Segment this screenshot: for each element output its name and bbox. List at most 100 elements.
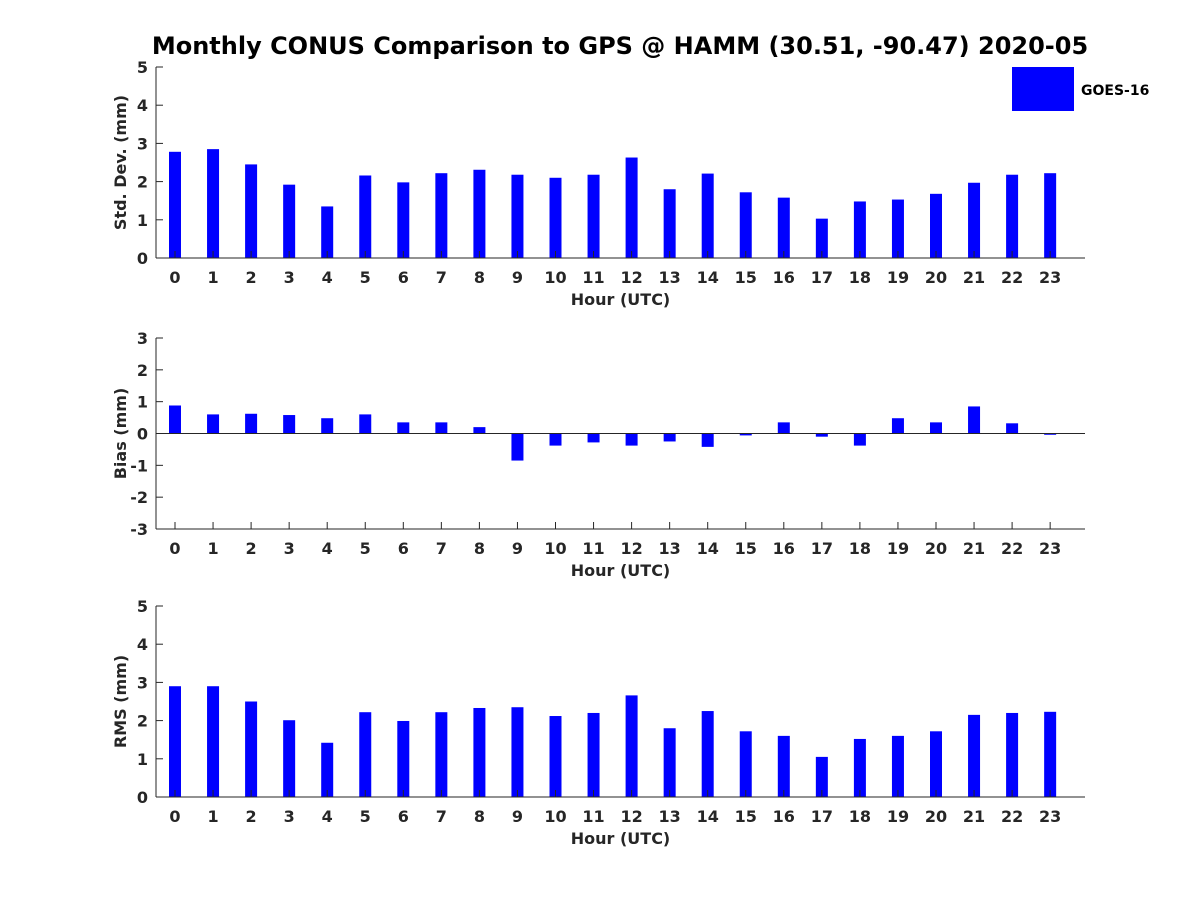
bias-ytick-label: 2 (137, 361, 148, 380)
rms-bar-7 (435, 712, 448, 797)
std-dev-bar-11 (587, 174, 600, 258)
bias-xtick-label: 7 (436, 539, 447, 558)
std-dev-bar-1 (207, 149, 220, 258)
bias-xtick-label: 17 (811, 539, 833, 558)
bias-xtick-label: 6 (398, 539, 409, 558)
rms-xtick-label: 11 (582, 807, 604, 826)
bias-xtick-label: 9 (512, 539, 523, 558)
std-dev-xtick-label: 2 (246, 268, 257, 287)
std-dev-xtick-label: 10 (544, 268, 566, 287)
bias-xtick-label: 10 (544, 539, 566, 558)
std-dev-bar-16 (777, 197, 790, 258)
std-dev-ytick-label: 5 (137, 58, 148, 77)
std-dev-xtick-label: 19 (887, 268, 909, 287)
std-dev-ytick-label: 1 (137, 211, 148, 230)
rms-bar-22 (1006, 712, 1019, 797)
std-dev-xtick-label: 20 (925, 268, 947, 287)
std-dev-xtick-label: 8 (474, 268, 485, 287)
std-dev-xtick-label: 15 (735, 268, 757, 287)
bias-xtick-label: 18 (849, 539, 871, 558)
std-dev-bar-18 (853, 201, 866, 258)
rms-xtick-label: 23 (1039, 807, 1061, 826)
std-dev-bar-6 (397, 182, 410, 258)
std-dev-bar-0 (169, 151, 181, 258)
legend-swatch (1012, 67, 1074, 111)
bias-xtick-label: 21 (963, 539, 985, 558)
bias-xtick-label: 1 (207, 539, 218, 558)
rms-xtick-label: 20 (925, 807, 947, 826)
rms-xtick-label: 5 (360, 807, 371, 826)
std-dev-xtick-label: 16 (773, 268, 795, 287)
rms-bar-3 (283, 720, 296, 797)
rms-bar-8 (473, 707, 486, 797)
std-dev-xtick-label: 3 (284, 268, 295, 287)
rms-xtick-label: 3 (284, 807, 295, 826)
std-dev-bar-8 (473, 169, 486, 258)
rms-xtick-label: 1 (207, 807, 218, 826)
rms-bar-9 (511, 707, 524, 797)
std-dev-xtick-label: 9 (512, 268, 523, 287)
rms-bar-1 (207, 686, 220, 797)
std-dev-xtick-label: 0 (169, 268, 180, 287)
std-dev-bar-13 (663, 189, 676, 258)
std-dev-xtick-label: 7 (436, 268, 447, 287)
rms-bar-12 (625, 695, 638, 797)
std-dev-xtick-label: 17 (811, 268, 833, 287)
bias-bar-15 (739, 433, 752, 436)
bias-bar-10 (549, 433, 562, 446)
bias-xtick-label: 3 (284, 539, 295, 558)
std-dev-xlabel: Hour (UTC) (571, 290, 671, 309)
rms-ytick-label: 3 (137, 673, 148, 692)
rms-ytick-label: 4 (137, 635, 148, 654)
bias-xtick-label: 23 (1039, 539, 1061, 558)
bias-bar-20 (930, 422, 942, 434)
rms-xtick-label: 17 (811, 807, 833, 826)
std-dev-xtick-label: 4 (322, 268, 333, 287)
bias-bar-0 (169, 405, 181, 434)
std-dev-bar-14 (701, 173, 714, 258)
bias-bar-14 (701, 433, 714, 447)
bias-bar-11 (587, 433, 600, 443)
rms-bar-6 (397, 720, 410, 797)
std-dev-ytick-label: 2 (137, 173, 148, 192)
bias-xtick-label: 4 (322, 539, 333, 558)
bias-ytick-label: -3 (130, 520, 148, 539)
bias-bar-6 (397, 422, 410, 434)
std-dev-xtick-label: 1 (207, 268, 218, 287)
bias-ytick-label: 0 (137, 425, 148, 444)
std-dev-bar-2 (245, 164, 258, 258)
bias-xtick-label: 5 (360, 539, 371, 558)
bias-xtick-label: 12 (620, 539, 642, 558)
rms-xtick-label: 0 (169, 807, 180, 826)
bias-xtick-label: 20 (925, 539, 947, 558)
bias-bar-1 (207, 414, 220, 434)
rms-bar-2 (245, 701, 258, 797)
rms-bar-11 (587, 712, 600, 797)
legend: GOES-16 (1012, 67, 1149, 111)
std-dev-ytick-label: 0 (137, 249, 148, 268)
bias-xlabel: Hour (UTC) (571, 561, 671, 580)
rms-xtick-label: 4 (322, 807, 333, 826)
rms-bar-13 (663, 728, 676, 797)
rms-xtick-label: 19 (887, 807, 909, 826)
std-dev-bar-9 (511, 174, 524, 258)
bias-bar-5 (359, 414, 372, 434)
std-dev-xtick-label: 21 (963, 268, 985, 287)
rms-xtick-label: 8 (474, 807, 485, 826)
rms-ytick-label: 1 (137, 750, 148, 769)
rms-ytick-label: 2 (137, 712, 148, 731)
std-dev-bar-7 (435, 173, 448, 258)
bias-xtick-label: 14 (697, 539, 719, 558)
rms-xtick-label: 12 (620, 807, 642, 826)
bias-bar-7 (435, 422, 448, 434)
std-dev-bar-21 (968, 182, 981, 258)
std-dev-bar-19 (891, 199, 904, 258)
bias-xtick-label: 22 (1001, 539, 1023, 558)
std-dev-xtick-label: 12 (620, 268, 642, 287)
rms-xlabel: Hour (UTC) (571, 829, 671, 848)
std-dev-bar-10 (549, 177, 562, 258)
std-dev-bar-17 (815, 218, 828, 258)
